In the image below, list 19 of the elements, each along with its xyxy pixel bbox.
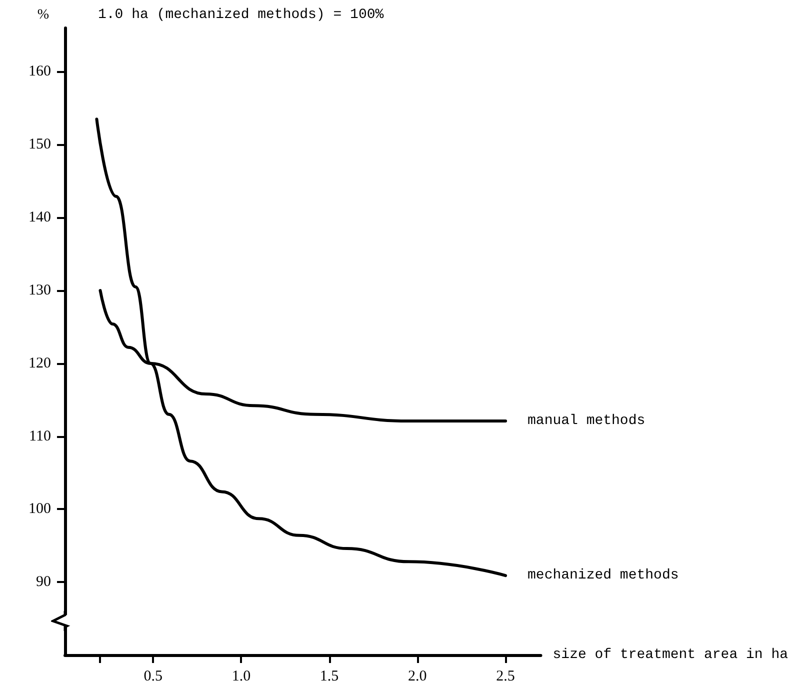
y-axis-title: %	[37, 8, 50, 22]
line-series	[95, 118, 508, 578]
x-tick-label: 1.5	[320, 668, 339, 684]
x-tick-label: 2.5	[496, 668, 515, 684]
y-tick-label: 160	[28, 64, 51, 80]
y-tick-label: 130	[28, 282, 51, 298]
x-tick-label: 0.5	[144, 668, 162, 684]
y-tick-label: 150	[28, 136, 51, 153]
y-tick-label: 140	[28, 210, 51, 226]
x-tick-label: 2.0	[408, 668, 427, 684]
chart-title: 1.0 ha (mechanized methods) = 100%	[98, 7, 384, 23]
y-tick-label: 90	[36, 574, 51, 590]
y-tick-label: 110	[29, 428, 51, 444]
y-tick-label: 120	[28, 355, 51, 372]
y-tick-label: 100	[28, 501, 51, 518]
x-axis-title: size of treatment area in ha	[552, 647, 788, 663]
x-tick-label: 1.0	[232, 668, 251, 684]
series-label: manual methods	[528, 412, 646, 429]
series-label: mechanized methods	[528, 568, 679, 584]
